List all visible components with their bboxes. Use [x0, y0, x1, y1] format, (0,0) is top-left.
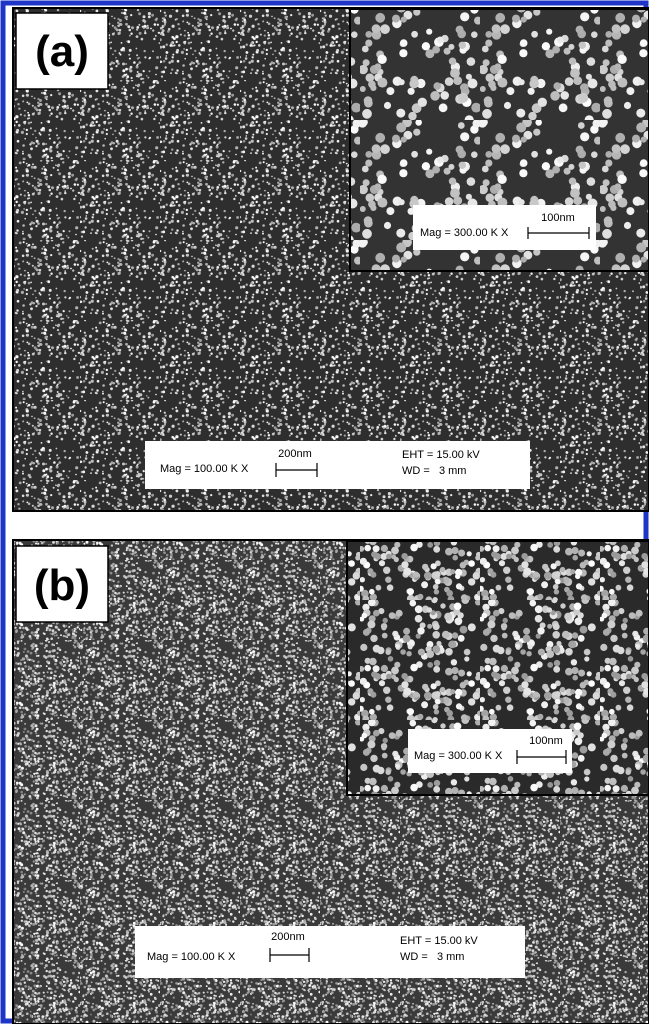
info-mag: Mag = 100.00 K X [160, 463, 249, 475]
inset-scale-bar [516, 750, 567, 764]
info-scale: 200nm [278, 448, 312, 460]
inset-scale: 100nm [541, 212, 575, 224]
inset-info-box-b [408, 729, 572, 773]
info-eht: EHT = 15.00 kV [400, 935, 478, 947]
info-box-b [135, 926, 525, 978]
label-box-a [15, 12, 109, 90]
panel-label: (a) [35, 27, 89, 76]
info-mag: Mag = 100.00 K X [147, 951, 236, 963]
inset-mag: Mag = 300.00 K X [414, 750, 503, 762]
info-scale-bar [269, 948, 310, 962]
info-box-a [145, 441, 530, 489]
info-scale: 200nm [271, 931, 305, 943]
inset-scale: 100nm [529, 735, 563, 747]
inset-scale-bar [527, 227, 590, 239]
label-box-b [15, 545, 109, 623]
info-eht: EHT = 15.00 kV [402, 449, 480, 461]
info-scale-bar [275, 463, 318, 477]
info-wd: WD = 3 mm [402, 465, 466, 477]
panel-label: (b) [34, 561, 90, 610]
info-wd: WD = 3 mm [400, 951, 464, 963]
inset-mag: Mag = 300.00 K X [420, 227, 509, 239]
inset-info-box-a [413, 205, 596, 250]
